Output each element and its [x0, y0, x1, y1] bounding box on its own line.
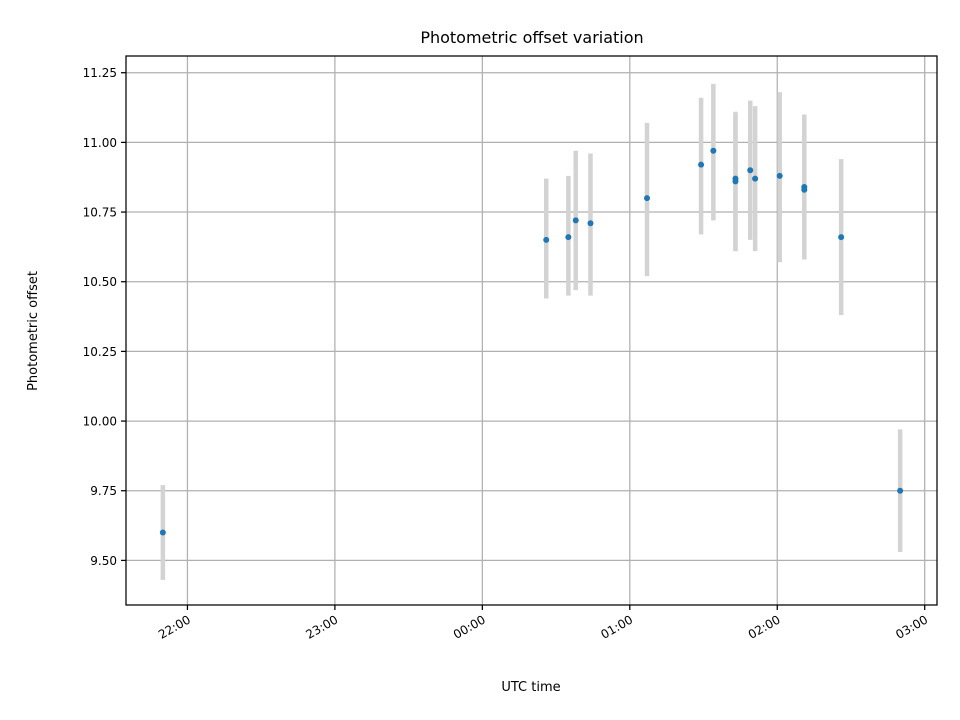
data-point-10 [747, 167, 754, 174]
x-tick-label-1: 23:00 [303, 612, 340, 641]
data-points [159, 147, 904, 536]
data-point-4 [587, 220, 594, 227]
data-point-14 [801, 186, 808, 193]
error-bars [160, 83, 903, 580]
data-point-0 [159, 529, 166, 536]
y-tick-label-0: 9.50 [90, 554, 117, 568]
x-tick-label-5: 03:00 [893, 612, 930, 641]
data-point-7 [710, 147, 717, 154]
plot-frame [125, 55, 938, 606]
chart-title: Photometric offset variation [420, 28, 643, 47]
x-tick-label-4: 02:00 [746, 612, 783, 641]
x-axis: 22:00 23:00 00:00 01:00 02:00 03:00 [156, 605, 930, 642]
data-point-9 [732, 178, 739, 185]
data-point-6 [698, 161, 705, 168]
data-point-2 [565, 234, 572, 241]
data-point-12 [776, 172, 783, 179]
grid [126, 56, 937, 605]
data-point-1 [543, 236, 550, 243]
x-tick-label-3: 01:00 [598, 612, 635, 641]
y-axis: 9.50 9.75 10.00 10.25 10.50 10.75 11.00 11.25 [83, 66, 126, 568]
data-point-5 [644, 195, 651, 202]
data-point-16 [897, 487, 904, 494]
y-tick-label-1: 9.75 [90, 484, 117, 498]
x-axis-label: UTC time [501, 680, 560, 695]
y-tick-label-3: 10.25 [83, 345, 117, 359]
data-point-3 [572, 217, 579, 224]
y-tick-label-5: 10.75 [83, 206, 117, 220]
data-point-11 [752, 175, 759, 182]
y-tick-label-4: 10.50 [83, 275, 117, 289]
x-tick-label-0: 22:00 [156, 612, 193, 641]
y-tick-label-2: 10.00 [83, 415, 117, 429]
x-tick-label-2: 00:00 [451, 612, 488, 641]
y-axis-label: Photometric offset [26, 271, 41, 391]
y-tick-label-7: 11.25 [83, 66, 117, 80]
data-point-15 [838, 234, 845, 241]
y-tick-label-6: 11.00 [83, 136, 117, 150]
